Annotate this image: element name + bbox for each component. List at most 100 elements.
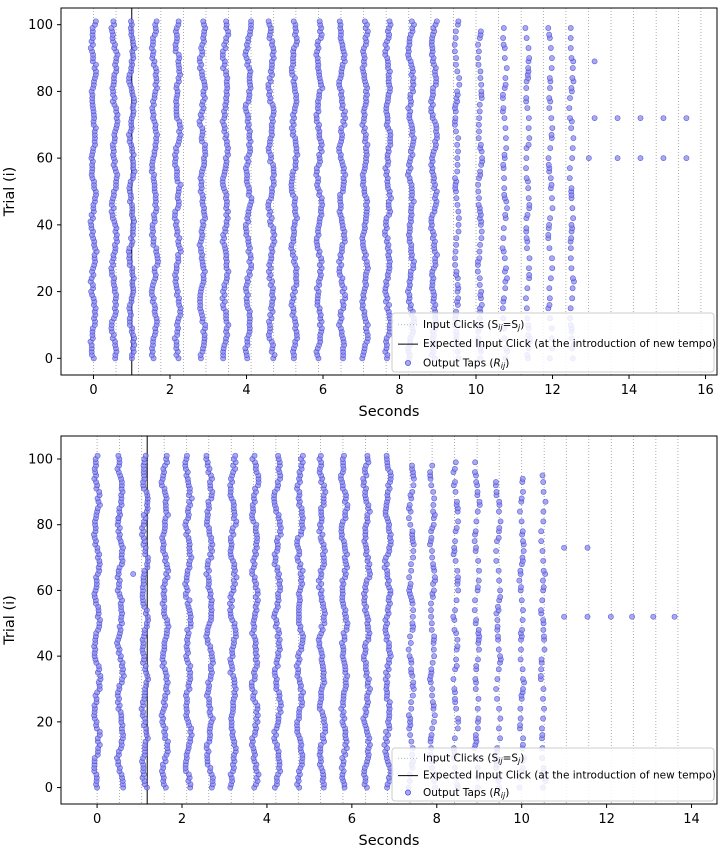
output-tap-point <box>568 265 575 272</box>
output-tap-point <box>566 105 573 111</box>
output-tap-point <box>430 508 437 515</box>
output-tap-point <box>524 105 531 111</box>
output-tap-point <box>503 65 510 71</box>
output-tap-point <box>473 663 480 669</box>
output-tap-point <box>475 584 481 591</box>
output-tap-point <box>223 18 230 25</box>
output-tap-point <box>501 115 508 121</box>
x-tick-label: 0 <box>93 812 101 827</box>
output-tap-point <box>408 705 415 712</box>
output-tap-point <box>475 715 482 722</box>
output-tap-point <box>453 61 459 68</box>
output-tap-point <box>566 165 573 172</box>
output-tap-point <box>546 285 553 292</box>
output-tap-point <box>452 479 458 485</box>
output-tap-point <box>545 161 552 168</box>
output-tap-point <box>637 115 644 121</box>
output-tap-point <box>569 205 576 212</box>
output-tap-point <box>494 695 500 702</box>
output-tap-point <box>538 725 545 732</box>
output-tap-point <box>430 502 437 508</box>
output-tap-point <box>504 275 510 282</box>
output-tap-point <box>517 656 524 663</box>
y-tick-label: 20 <box>36 715 53 730</box>
output-tap-point <box>683 155 690 162</box>
output-tap-point <box>451 465 458 472</box>
output-tap-point <box>430 561 436 568</box>
output-tap-point <box>519 626 525 633</box>
output-tap-point <box>476 567 482 574</box>
output-tap-point <box>452 538 458 545</box>
legend: Input Clicks (Sij=Sj) Expected Input Clic… <box>391 747 716 802</box>
output-tap-point <box>501 185 508 192</box>
output-tap-point <box>567 255 574 262</box>
output-tap-point <box>452 35 459 41</box>
output-tap-point <box>546 295 553 302</box>
output-tap-point <box>520 735 526 742</box>
output-tap-point <box>452 488 459 495</box>
x-axis-label: Seconds <box>359 833 420 849</box>
output-tap-point <box>430 521 437 528</box>
output-tap-point <box>650 613 657 620</box>
output-tap-point <box>453 195 460 202</box>
output-tap-point <box>476 128 482 135</box>
output-tap-point <box>500 41 507 48</box>
output-tap-point <box>130 571 137 577</box>
output-tap-point <box>546 95 553 101</box>
output-tap-point <box>409 462 415 469</box>
output-tap-point <box>549 255 555 262</box>
output-tap-point <box>431 653 438 660</box>
output-tap-point <box>453 235 460 242</box>
output-tap-point <box>502 135 509 142</box>
output-tap-point <box>547 45 554 51</box>
output-tap-point <box>501 55 508 61</box>
x-tick-label: 6 <box>319 383 327 398</box>
output-tap-point <box>569 145 576 152</box>
output-tap-point <box>115 452 122 459</box>
output-tap-point <box>476 115 483 121</box>
output-tap-point <box>407 521 414 528</box>
output-tap-point <box>428 732 435 738</box>
legend-expected-input-click: Expected Input Click (at the introductio… <box>423 338 716 350</box>
output-tap-point <box>503 145 510 152</box>
output-tap-point <box>502 125 509 132</box>
output-tap-point <box>431 587 437 594</box>
output-tap-point <box>428 666 435 673</box>
output-tap-point <box>614 155 621 162</box>
output-tap-point <box>567 95 573 101</box>
output-tap-point <box>493 686 500 692</box>
chart-top: 0 2 4 6 8 10 12 14 16 0 20 40 60 80 100 Seconds Trial (i… <box>2 7 718 420</box>
x-tick-label: 4 <box>263 812 271 827</box>
output-tap-point <box>475 188 482 195</box>
y-tick-label: 100 <box>28 18 53 33</box>
output-tap-point <box>494 603 501 610</box>
output-tap-point <box>500 235 507 242</box>
output-tap-point <box>614 115 621 121</box>
y-tick-label: 20 <box>36 285 53 300</box>
output-tap-point <box>546 221 553 228</box>
output-tap-point <box>476 646 482 653</box>
output-tap-point <box>497 715 504 722</box>
output-tap-point <box>454 141 461 148</box>
output-tap-point <box>429 725 436 732</box>
output-tap-point <box>248 18 254 25</box>
y-axis-label: Trial (i) <box>2 595 18 646</box>
output-tap-point <box>455 587 462 594</box>
output-tap-point <box>432 574 438 581</box>
output-tap-point <box>493 488 500 495</box>
output-tap-point <box>567 245 574 252</box>
output-tap-point <box>429 692 435 699</box>
output-tap-point <box>455 228 462 235</box>
output-tap-point <box>455 518 461 525</box>
output-tap-point <box>520 538 526 545</box>
output-tap-point <box>430 488 437 495</box>
output-tap-point <box>546 302 553 308</box>
output-tap-point <box>569 65 576 71</box>
output-tap-point <box>428 534 435 541</box>
output-tap-point <box>548 131 555 138</box>
y-tick-label: 0 <box>45 352 53 367</box>
chart-bottom: 0 2 4 6 8 10 12 14 0 20 40 60 80 100 Seconds Trial (i) I… <box>2 435 718 849</box>
output-tap-point <box>496 525 503 531</box>
output-tap-point <box>454 567 461 574</box>
